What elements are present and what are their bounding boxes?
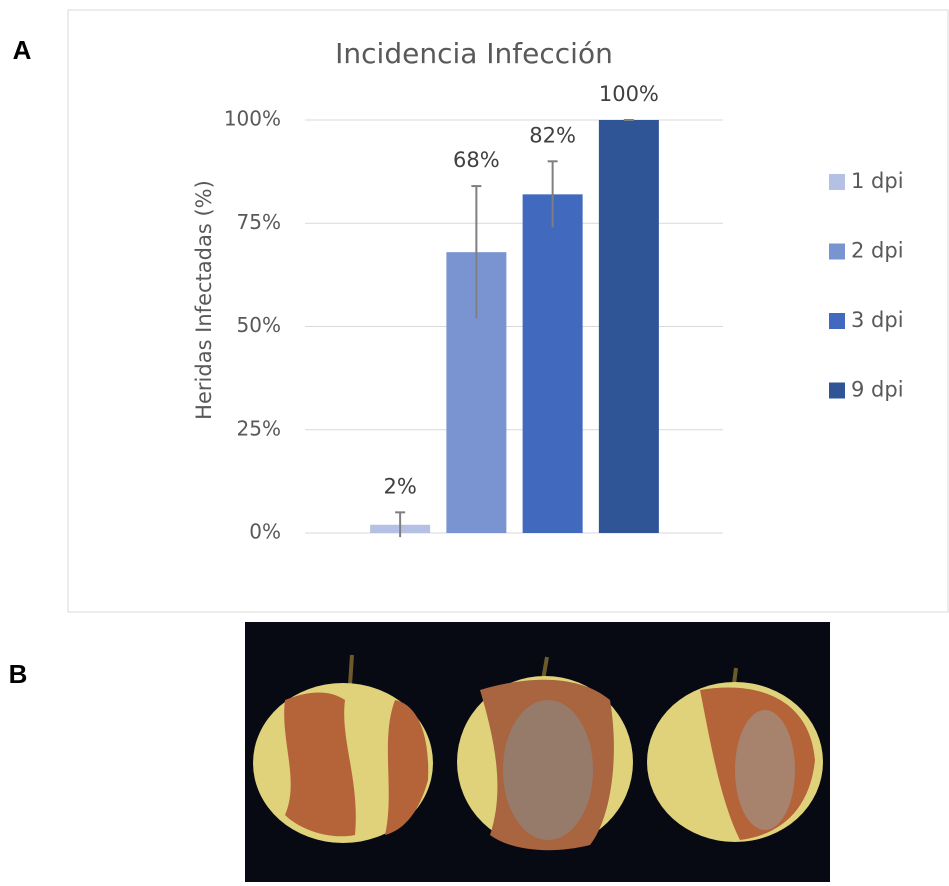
data-label: 2%: [383, 474, 416, 498]
legend-swatch: [829, 382, 845, 399]
y-axis-label: Heridas Infectadas (%): [192, 180, 216, 420]
photo: [245, 622, 830, 882]
chart-title: Incidencia Infección: [335, 37, 613, 70]
legend-label: 2 dpi: [851, 239, 904, 263]
bar: [522, 194, 583, 533]
legend-swatch: [829, 243, 845, 260]
panel-label: A: [13, 35, 32, 65]
data-label: 68%: [453, 148, 500, 172]
y-tick-label: 100%: [224, 107, 281, 131]
y-tick-label: 25%: [237, 416, 281, 440]
legend-label: 1 dpi: [851, 169, 904, 193]
legend-swatch: [829, 313, 845, 329]
y-tick-label: 0%: [249, 520, 281, 544]
panel-label: B: [9, 659, 28, 689]
bar: [598, 120, 659, 533]
data-label: 82%: [529, 123, 576, 147]
y-tick-label: 75%: [237, 210, 281, 234]
legend-label: 3 dpi: [851, 308, 904, 332]
legend-label: 9 dpi: [851, 378, 904, 402]
chart-frame: [67, 9, 949, 613]
y-tick-label: 50%: [237, 313, 281, 337]
data-label: 100%: [599, 82, 659, 106]
legend-swatch: [829, 174, 845, 190]
